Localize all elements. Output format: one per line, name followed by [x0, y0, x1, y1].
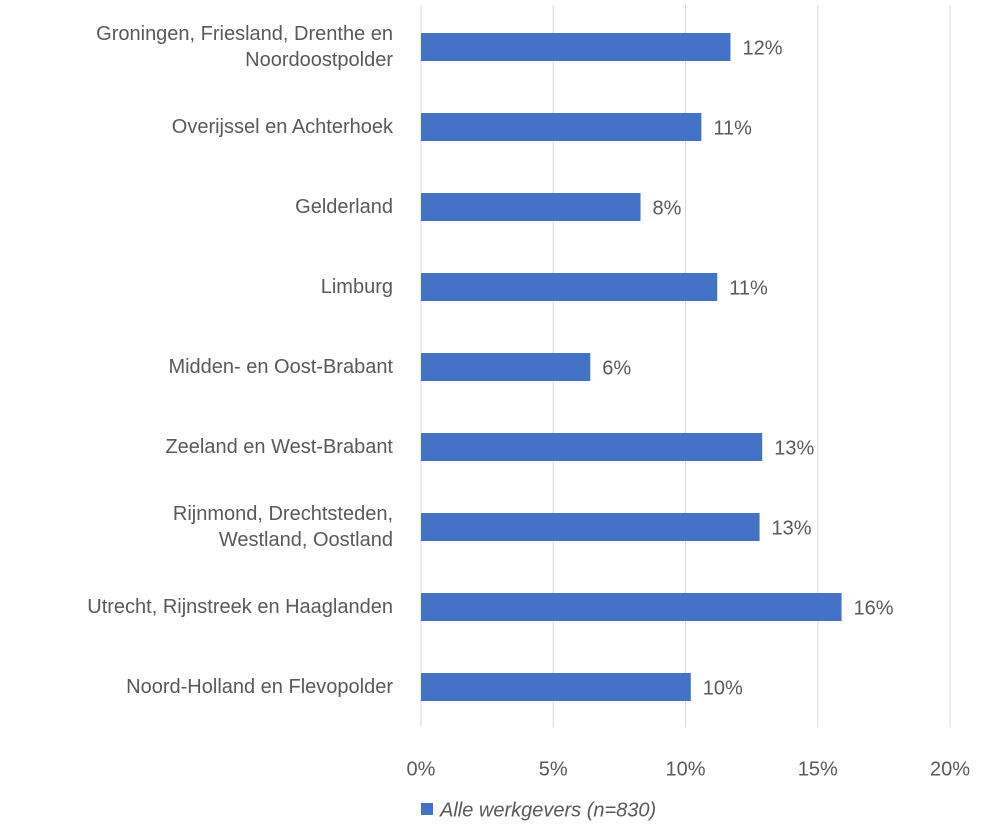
y-tick-label: Gelderland	[295, 196, 393, 218]
y-tick-label: Utrecht, Rijnstreek en Haaglanden	[87, 596, 393, 618]
data-label: 11%	[713, 117, 752, 139]
x-tick-label: 20%	[930, 758, 970, 780]
y-tick-label: Midden- en Oost-Brabant	[168, 356, 393, 378]
data-label: 13%	[774, 437, 814, 459]
bar	[421, 513, 760, 541]
bar	[421, 593, 842, 621]
bar	[421, 113, 702, 141]
data-label: 12%	[742, 37, 782, 59]
bar	[421, 33, 731, 61]
x-tick-label: 0%	[407, 758, 436, 780]
x-tick-label: 5%	[539, 758, 568, 780]
data-label: 6%	[602, 357, 631, 379]
bar	[421, 273, 718, 301]
y-tick-label: Limburg	[320, 276, 393, 298]
data-label: 10%	[703, 677, 743, 699]
data-label: 13%	[772, 517, 812, 539]
bar	[421, 433, 763, 461]
bar	[421, 353, 591, 381]
data-label: 16%	[854, 597, 894, 619]
y-tick-label: Groningen, Friesland, Drenthe en Noordoo…	[96, 23, 393, 71]
y-tick-label: Overijssel en Achterhoek	[171, 116, 393, 138]
y-tick-label: Rijnmond, Drechtsteden, Westland, Oostla…	[172, 503, 393, 551]
y-tick-label: Noord-Holland en Flevopolder	[126, 676, 393, 698]
bar	[421, 193, 641, 221]
legend-label: Alle werkgevers (n=830)	[439, 799, 656, 821]
bar	[421, 673, 691, 701]
x-tick-label: 10%	[665, 758, 705, 780]
x-tick-label: 15%	[798, 758, 838, 780]
legend-swatch	[421, 803, 433, 815]
data-label: 8%	[653, 197, 682, 219]
y-tick-label: Zeeland en West-Brabant	[165, 436, 393, 458]
data-label: 11%	[729, 277, 768, 299]
